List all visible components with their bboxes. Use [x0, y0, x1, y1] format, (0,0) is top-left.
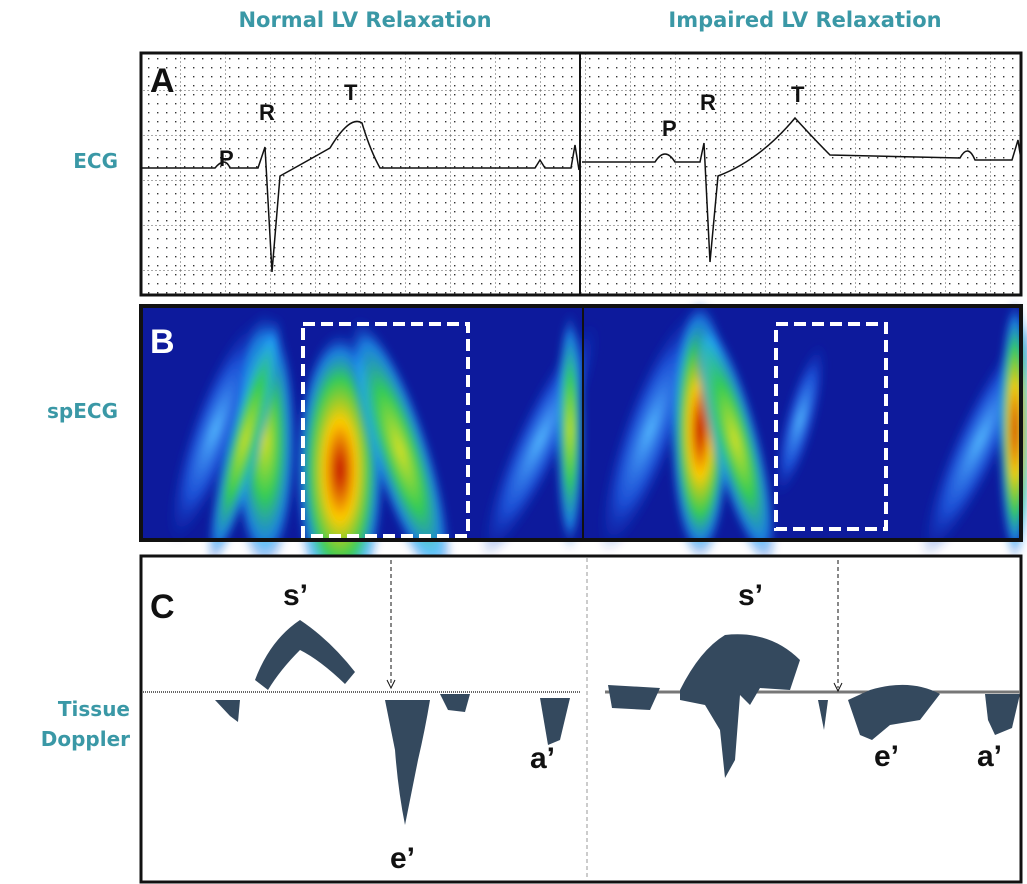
wave-label: P: [662, 116, 677, 141]
panel-letter: C: [150, 588, 175, 626]
wave-label: P: [219, 146, 234, 171]
row-label: Tissue Doppler: [0, 694, 130, 754]
wave-label: s’: [738, 579, 763, 612]
panel-letter: A: [150, 62, 175, 100]
column-title: Impaired LV Relaxation: [668, 8, 942, 32]
wave-label: R: [259, 100, 275, 125]
wave-label: T: [344, 80, 358, 105]
row-label: ECG: [73, 149, 118, 173]
wave-label: s’: [283, 579, 308, 612]
row-label: spECG: [47, 399, 118, 423]
wave-label: e’: [390, 842, 415, 875]
panel-letter: B: [150, 323, 175, 361]
wave-label: T: [791, 82, 805, 107]
wave-label: a’: [977, 740, 1002, 773]
wave-label: R: [700, 90, 716, 115]
column-title: Normal LV Relaxation: [238, 8, 492, 32]
ecg-panel: A P R T P R T: [139, 51, 1023, 297]
doppler-panel: C s’ e’ a’ s’ e’ a’: [139, 554, 1023, 884]
spectrogram-panel: B: [139, 300, 1027, 610]
wave-label: a’: [530, 742, 555, 775]
wave-label: e’: [874, 740, 899, 773]
row-label-text: Tissue Doppler: [40, 697, 130, 751]
